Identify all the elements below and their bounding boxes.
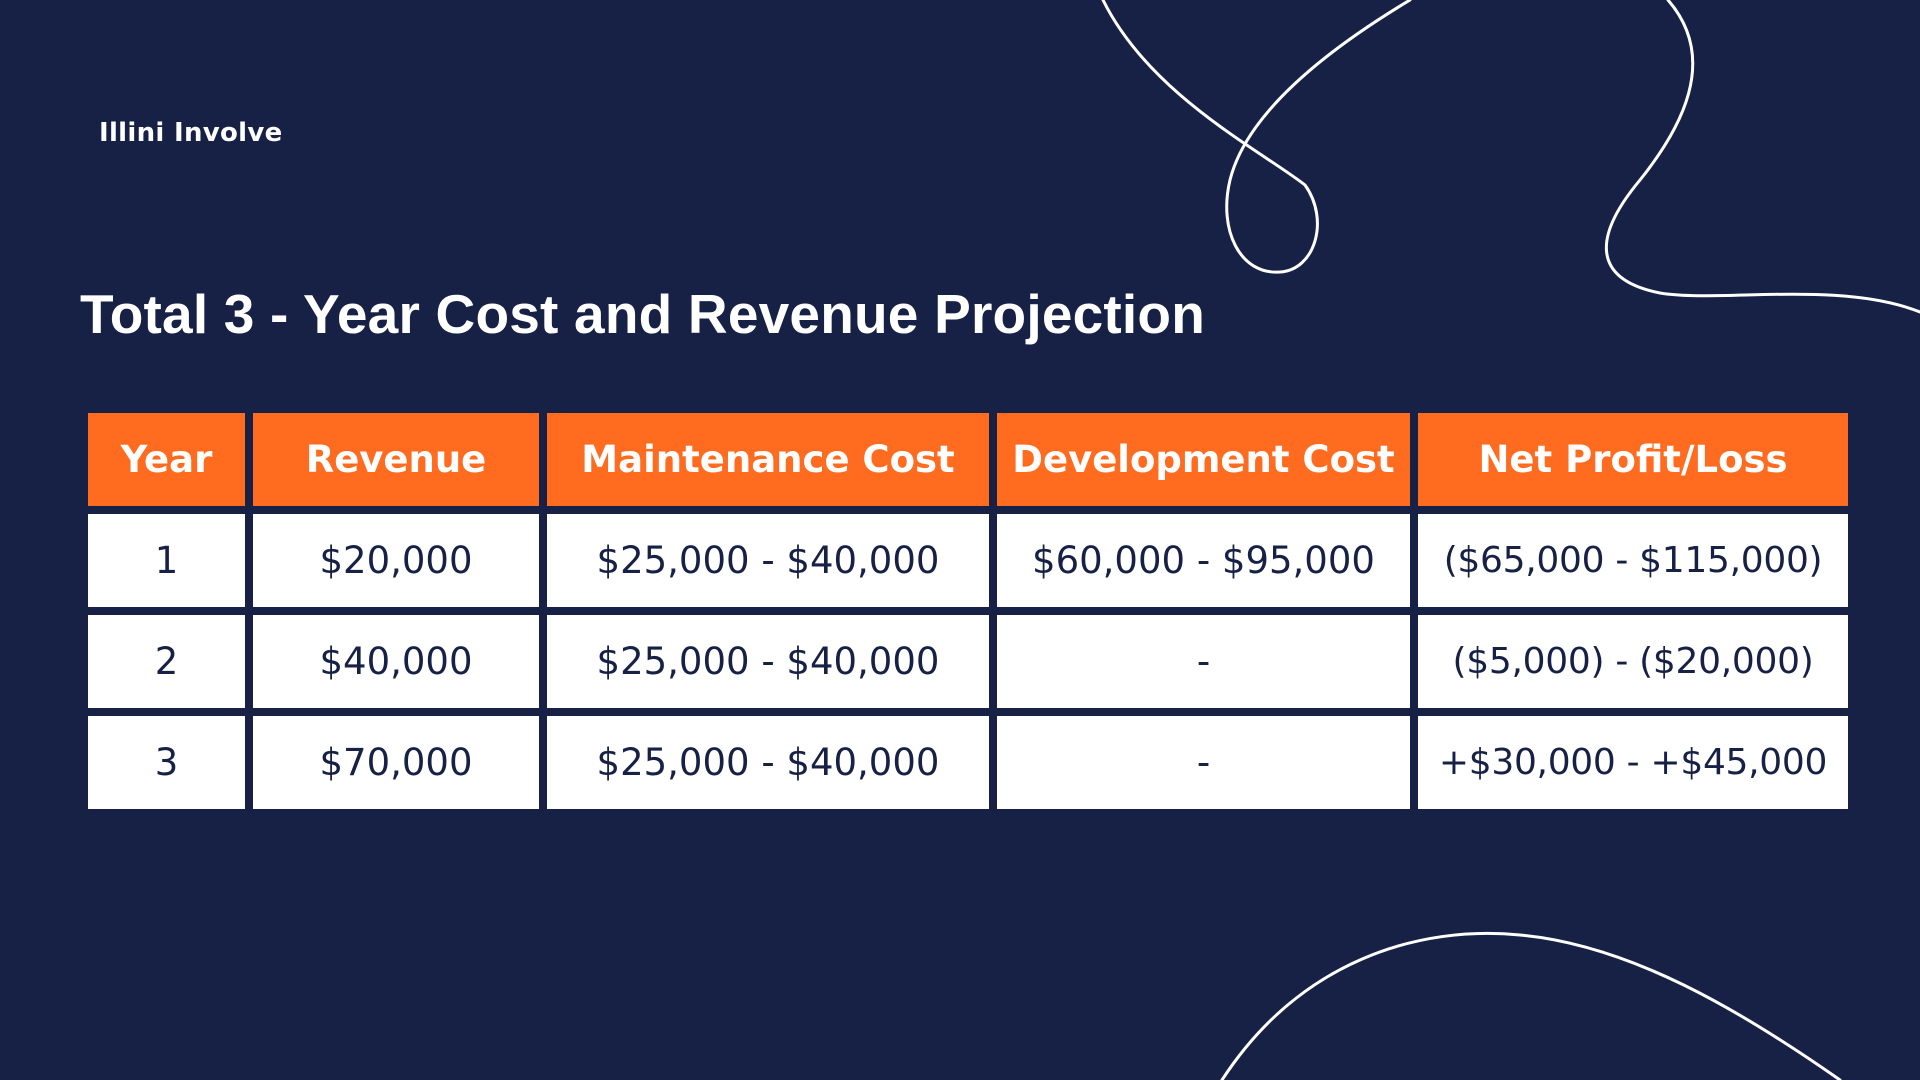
decorative-arc-curve [1220,931,1842,1080]
cell-net-profit-loss: ($65,000 - $115,000) [1418,514,1848,607]
page-title: Total 3 - Year Cost and Revenue Projecti… [80,283,1205,345]
cell-development-cost: $60,000 - $95,000 [997,514,1410,607]
cell-year: 1 [88,514,245,607]
decorative-loop-curve [1101,0,1412,274]
cell-development-cost: - [997,615,1410,708]
table-row: 3 $70,000 $25,000 - $40,000 - +$30,000 -… [88,716,1848,809]
cell-net-profit-loss: ($5,000) - ($20,000) [1418,615,1848,708]
cell-revenue: $20,000 [253,514,539,607]
cell-year: 3 [88,716,245,809]
cell-maintenance-cost: $25,000 - $40,000 [547,615,989,708]
cell-revenue: $70,000 [253,716,539,809]
cell-year: 2 [88,615,245,708]
cell-net-profit-loss: +$30,000 - +$45,000 [1418,716,1848,809]
table-header-row: Year Revenue Maintenance Cost Developmen… [88,413,1848,506]
decorative-wave-curve [1604,0,1920,314]
cell-development-cost: - [997,716,1410,809]
cell-maintenance-cost: $25,000 - $40,000 [547,716,989,809]
table-row: 2 $40,000 $25,000 - $40,000 - ($5,000) -… [88,615,1848,708]
column-header-development-cost: Development Cost [997,413,1410,506]
column-header-net-profit-loss: Net Profit/Loss [1418,413,1848,506]
projection-table: Year Revenue Maintenance Cost Developmen… [80,405,1856,817]
table-row: 1 $20,000 $25,000 - $40,000 $60,000 - $9… [88,514,1848,607]
column-header-revenue: Revenue [253,413,539,506]
column-header-maintenance-cost: Maintenance Cost [547,413,989,506]
cell-revenue: $40,000 [253,615,539,708]
brand-logo-text: Illini Involve [99,118,283,148]
column-header-year: Year [88,413,245,506]
cell-maintenance-cost: $25,000 - $40,000 [547,514,989,607]
